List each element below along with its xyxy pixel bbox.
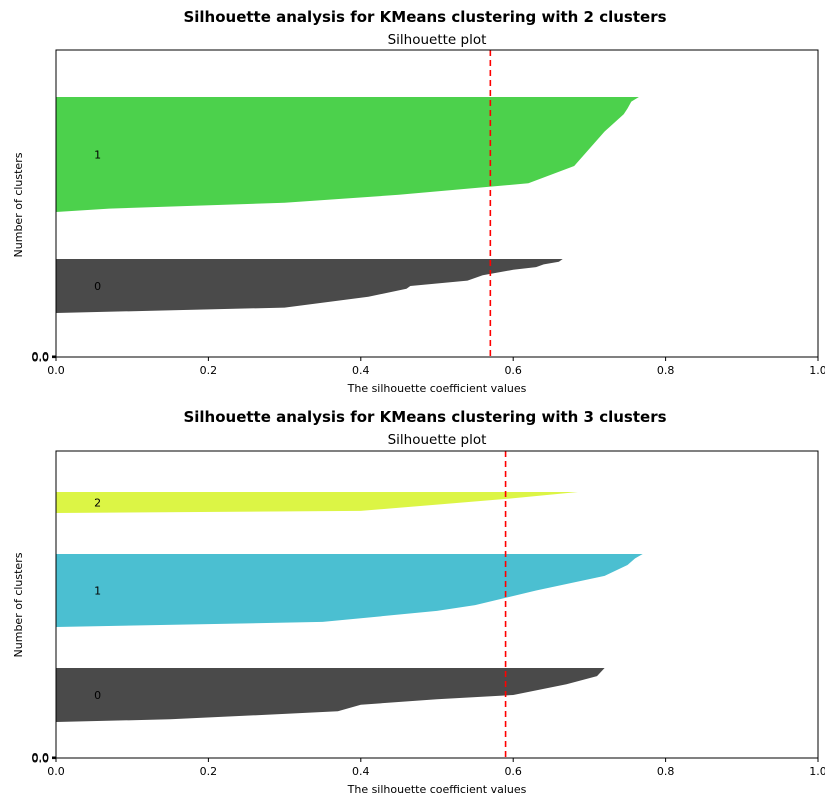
panel-1-y-ticks: 0.00.00.0 [32,350,56,365]
panel-1-silhouette-bands [56,97,639,313]
panel-3-clusters: Silhouette analysis for KMeans clusterin… [12,408,825,796]
panel-1-subtitle: Silhouette plot [388,32,487,48]
silhouette-band-cluster-1 [56,554,643,627]
x-tick-label: 0.6 [504,765,522,778]
x-tick-label: 0.8 [657,765,675,778]
cluster-label-2: 2 [94,497,101,510]
cluster-label-0: 0 [94,280,101,293]
panel-2-cluster-labels: 0 1 2 [94,497,101,703]
panel-2-axes-frame [55,450,819,759]
y-tick-label: 0.0 [32,352,50,365]
panel-1-y-axis-label: Number of clusters [12,152,25,257]
x-tick-label: 0.4 [352,364,370,377]
x-tick-label: 1.0 [809,765,825,778]
silhouette-band-cluster-0 [56,259,563,313]
y-tick-label: 0.0 [32,350,50,363]
silhouette-band-cluster-1 [56,97,639,212]
cluster-label-1: 1 [94,585,101,598]
panel-2-y-axis-label: Number of clusters [12,552,25,657]
panel-2-suptitle: Silhouette analysis for KMeans clusterin… [183,408,666,426]
panel-1-suptitle: Silhouette analysis for KMeans clusterin… [183,8,666,26]
panel-2-x-axis-label: The silhouette coefficient values [347,783,527,796]
silhouette-band-cluster-2 [56,492,578,513]
panel-2-x-ticks: 0.0 0.2 0.4 0.6 0.8 1.0 [47,758,825,778]
panel-2-subtitle: Silhouette plot [388,432,487,448]
y-tick-label: 0.0 [32,751,50,764]
x-tick-label: 0.8 [657,364,675,377]
x-tick-label: 0.0 [47,765,65,778]
panel-2-clusters: Silhouette analysis for KMeans clusterin… [12,8,825,395]
panel-2-silhouette-bands [56,492,643,722]
panel-1-axes-frame [55,49,819,358]
x-tick-label: 1.0 [809,364,825,377]
cluster-label-0: 0 [94,689,101,702]
panel-1-x-axis-label: The silhouette coefficient values [347,382,527,395]
x-tick-label: 0.6 [504,364,522,377]
panel-1-cluster-labels: 01 [94,149,101,294]
cluster-label-1: 1 [94,149,101,162]
x-tick-label: 0.2 [200,765,218,778]
y-tick-label: 0.0 [32,753,50,766]
panel-2-y-ticks: 0.00.00.0 [32,751,56,766]
y-tick-label: 0.0 [32,351,50,364]
x-tick-label: 0.4 [352,765,370,778]
x-tick-label: 0.2 [200,364,218,377]
y-tick-label: 0.0 [32,752,50,765]
silhouette-band-cluster-0 [56,668,605,722]
x-tick-label: 0.0 [47,364,65,377]
